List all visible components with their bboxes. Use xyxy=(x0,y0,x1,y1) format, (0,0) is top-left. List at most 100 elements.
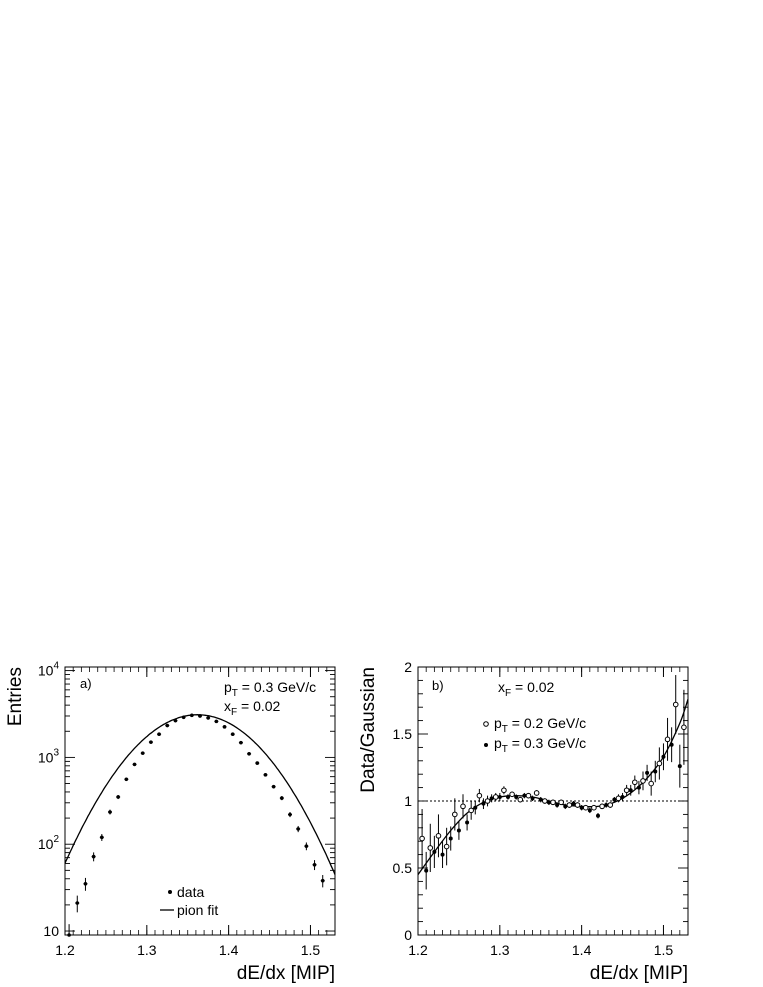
panel-a-frame xyxy=(64,666,336,936)
data-point xyxy=(255,761,260,765)
pt02-data-point xyxy=(574,802,581,808)
y-tick-label: 0.5 xyxy=(393,860,413,876)
legend-fit-label: pion fit xyxy=(177,902,218,918)
legend-data-marker xyxy=(168,890,172,894)
pt02-data-point xyxy=(632,779,638,786)
pt02-data-point xyxy=(501,787,507,794)
data-point xyxy=(124,777,129,782)
pt02-data-point xyxy=(542,798,548,804)
pt02-data-point xyxy=(419,835,425,842)
pt03-data-point xyxy=(481,801,486,806)
x-tick-label: 1.5 xyxy=(654,942,674,958)
pt03-data-point xyxy=(555,803,560,808)
pt03-data-point xyxy=(473,805,478,810)
data-point xyxy=(206,716,210,720)
pt02-data-point xyxy=(550,799,556,806)
pt03-data-point xyxy=(669,742,674,747)
data-point xyxy=(312,862,317,867)
x-tick-label: 1.2 xyxy=(55,942,75,958)
pt02-data-point xyxy=(681,724,687,731)
pt02-data-point xyxy=(525,792,532,799)
panel-a-label: a) xyxy=(80,676,92,691)
pt03-data-point xyxy=(563,804,568,809)
data-point xyxy=(91,854,96,859)
legend-data-label: data xyxy=(177,884,204,900)
data-point xyxy=(116,795,120,799)
panel-a-x-axis-label: dE/dx [MIP] xyxy=(237,963,335,984)
data-point xyxy=(190,713,194,718)
pt03-data-point xyxy=(489,796,494,801)
pt03-data-point xyxy=(514,794,519,799)
panel-b-label: b) xyxy=(432,678,444,693)
pt02-data-point xyxy=(517,796,524,803)
panel-a-y-axis-label: Entries xyxy=(5,667,26,726)
pt02-data-point xyxy=(427,845,434,851)
y-tick-label: 1.5 xyxy=(393,726,413,742)
legend-pt03-label: pT = 0.3 GeV/c xyxy=(494,735,586,755)
pt03-data-point xyxy=(530,796,535,801)
legend-pt02-label: pT = 0.2 GeV/c xyxy=(494,715,586,735)
y-tick-label: 104 xyxy=(38,661,60,679)
pt03-data-point xyxy=(497,794,502,799)
data-point xyxy=(100,835,104,840)
data-point xyxy=(198,714,202,718)
pt03-data-point xyxy=(522,793,527,798)
pt03-data-point xyxy=(677,764,682,769)
pt03-data-point xyxy=(661,754,666,759)
panel-a-xf-annotation: xF = 0.02 xyxy=(224,698,281,718)
data-point xyxy=(140,751,145,755)
pt03-data-point xyxy=(448,836,453,841)
x-tick-label: 1.4 xyxy=(219,942,239,958)
y-tick-label: 103 xyxy=(38,747,60,765)
pt02-data-point xyxy=(509,791,515,798)
pt03-data-point xyxy=(506,794,510,799)
panel-b-xf-annotation: xF = 0.02 xyxy=(498,679,555,699)
data-point xyxy=(214,719,219,724)
panel-a-axis-ticks xyxy=(64,667,336,935)
pt02-data-point xyxy=(566,802,573,808)
pt02-data-point xyxy=(615,795,622,802)
panel-b-axis-ticks xyxy=(417,666,689,936)
pt02-data-point xyxy=(623,787,630,794)
pt02-data-point xyxy=(664,736,671,743)
data-point xyxy=(149,740,153,744)
x-tick-label: 1.3 xyxy=(137,942,157,958)
data-point xyxy=(222,725,227,729)
pt02-data-point xyxy=(607,802,614,808)
x-tick-label: 1.5 xyxy=(301,942,321,958)
y-tick-label: 1 xyxy=(404,793,412,809)
data-point xyxy=(296,827,300,831)
y-tick-label: 10 xyxy=(43,923,59,939)
pt02-data-point xyxy=(672,701,679,708)
pion-fit-curve xyxy=(64,714,336,875)
data-point xyxy=(67,933,71,937)
panel-a-pt-annotation: pT = 0.3 GeV/c xyxy=(224,679,316,699)
pt02-data-point xyxy=(484,798,491,804)
pt02-data-point xyxy=(656,760,663,767)
pt03-data-point xyxy=(440,852,445,857)
panel-a-y-tick-labels: 10 102 103 104 xyxy=(38,661,60,939)
pt02-data-point xyxy=(640,778,646,784)
pt03-data-point xyxy=(579,805,584,810)
pt02-data-point xyxy=(476,792,483,799)
data-point xyxy=(173,718,178,723)
panel-a-x-tick-labels: 1.2 1.3 1.4 1.5 xyxy=(55,942,320,958)
pt03-data-point xyxy=(628,788,633,793)
pt02-data-point xyxy=(435,833,442,839)
data-point xyxy=(271,784,276,789)
data-point xyxy=(288,812,292,817)
pt03-data-point xyxy=(604,803,609,808)
pt03-data-point xyxy=(596,813,600,818)
pt02-data-point xyxy=(648,780,654,787)
pt03-data-point xyxy=(645,770,650,775)
pt03-data-point xyxy=(538,797,543,802)
pt03-data-point xyxy=(612,797,617,802)
data-point xyxy=(230,732,235,737)
pt02-data-point xyxy=(460,803,466,810)
panel-b-data-points xyxy=(419,675,687,890)
pt03-data-point xyxy=(424,868,429,873)
panel-a-data-points xyxy=(67,713,325,937)
data-point xyxy=(181,715,186,720)
pt03-data-point xyxy=(432,849,437,854)
y-tick-label: 0 xyxy=(404,927,412,943)
